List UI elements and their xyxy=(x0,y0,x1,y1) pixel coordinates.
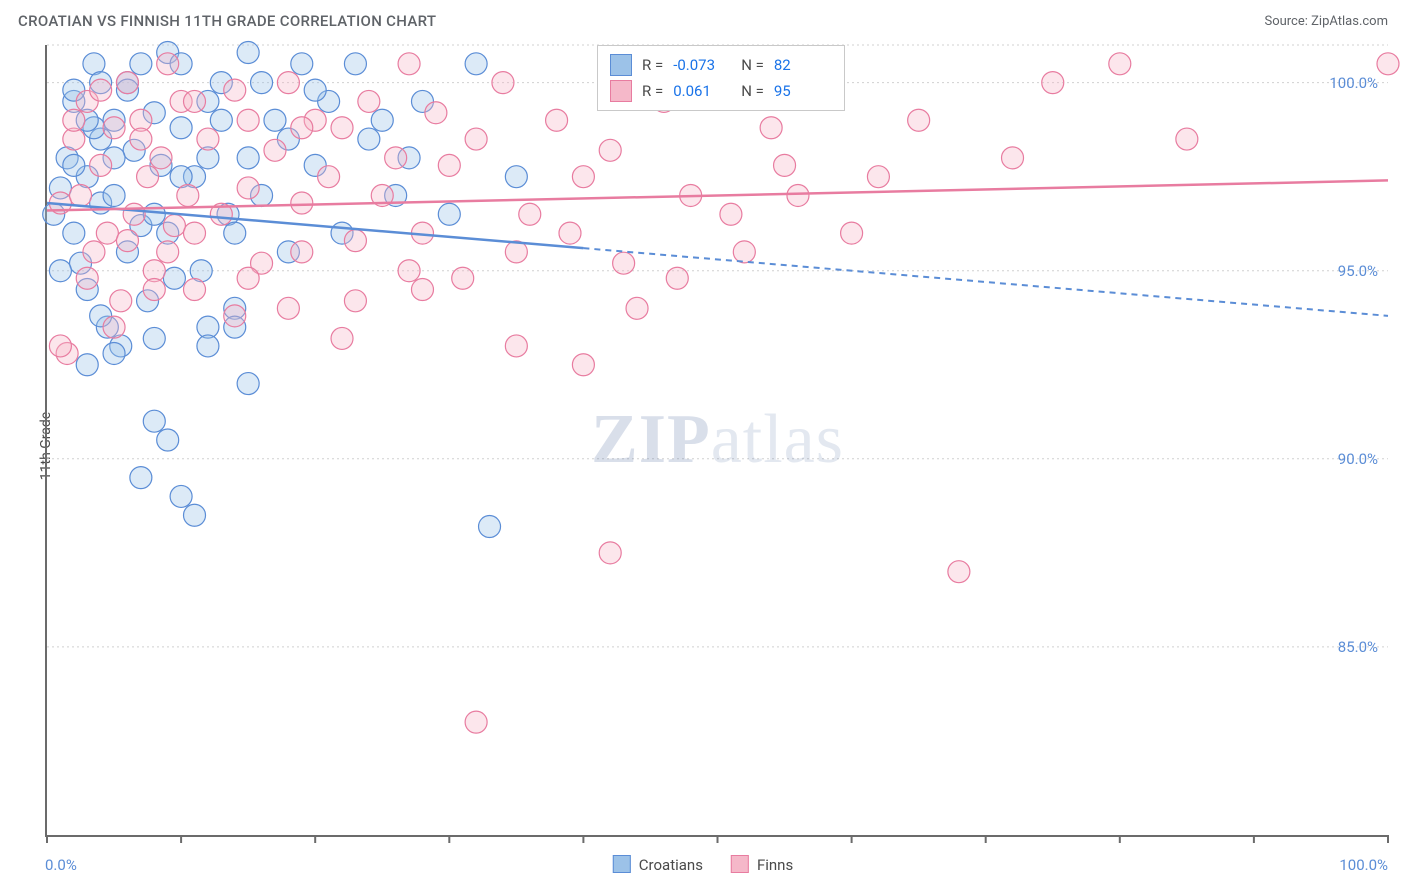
chart-title: CROATIAN VS FINNISH 11TH GRADE CORRELATI… xyxy=(18,12,436,30)
legend-row: R = -0.073 N = 82 xyxy=(610,52,832,78)
legend-item: Croatians xyxy=(613,855,703,874)
legend-n-label: N = xyxy=(741,82,764,100)
legend-r-value: 0.061 xyxy=(673,82,731,100)
chart-header: CROATIAN VS FINNISH 11TH GRADE CORRELATI… xyxy=(0,0,1406,38)
legend-n-value: 82 xyxy=(774,56,832,74)
legend-row: R = 0.061 N = 95 xyxy=(610,78,832,104)
x-tick-min: 0.0% xyxy=(45,856,77,874)
legend-r-value: -0.073 xyxy=(673,56,731,74)
legend-swatch xyxy=(610,54,632,76)
legend-item: Finns xyxy=(731,855,793,874)
y-tick-label: 90.0% xyxy=(1338,450,1378,468)
legend-r-label: R = xyxy=(642,82,663,100)
correlation-legend: R = -0.073 N = 82 R = 0.061 N = 95 xyxy=(597,45,845,111)
y-tick-label: 100.0% xyxy=(1329,74,1378,92)
chart-source: Source: ZipAtlas.com xyxy=(1264,14,1388,29)
y-tick-label: 95.0% xyxy=(1338,262,1378,280)
series-legend: Croatians Finns xyxy=(613,855,793,874)
legend-r-label: R = xyxy=(642,56,663,74)
x-tick-max: 100.0% xyxy=(1339,856,1388,874)
legend-n-value: 95 xyxy=(774,82,832,100)
legend-swatch xyxy=(613,855,631,873)
y-tick-label: 85.0% xyxy=(1338,638,1378,656)
scatter-plot-svg xyxy=(47,45,1388,835)
chart-area: ZIPatlas R =-0.073N =82R =0.061N =95 xyxy=(45,45,1388,837)
legend-n-label: N = xyxy=(741,56,764,74)
legend-swatch xyxy=(610,80,632,102)
legend-swatch xyxy=(731,855,749,873)
